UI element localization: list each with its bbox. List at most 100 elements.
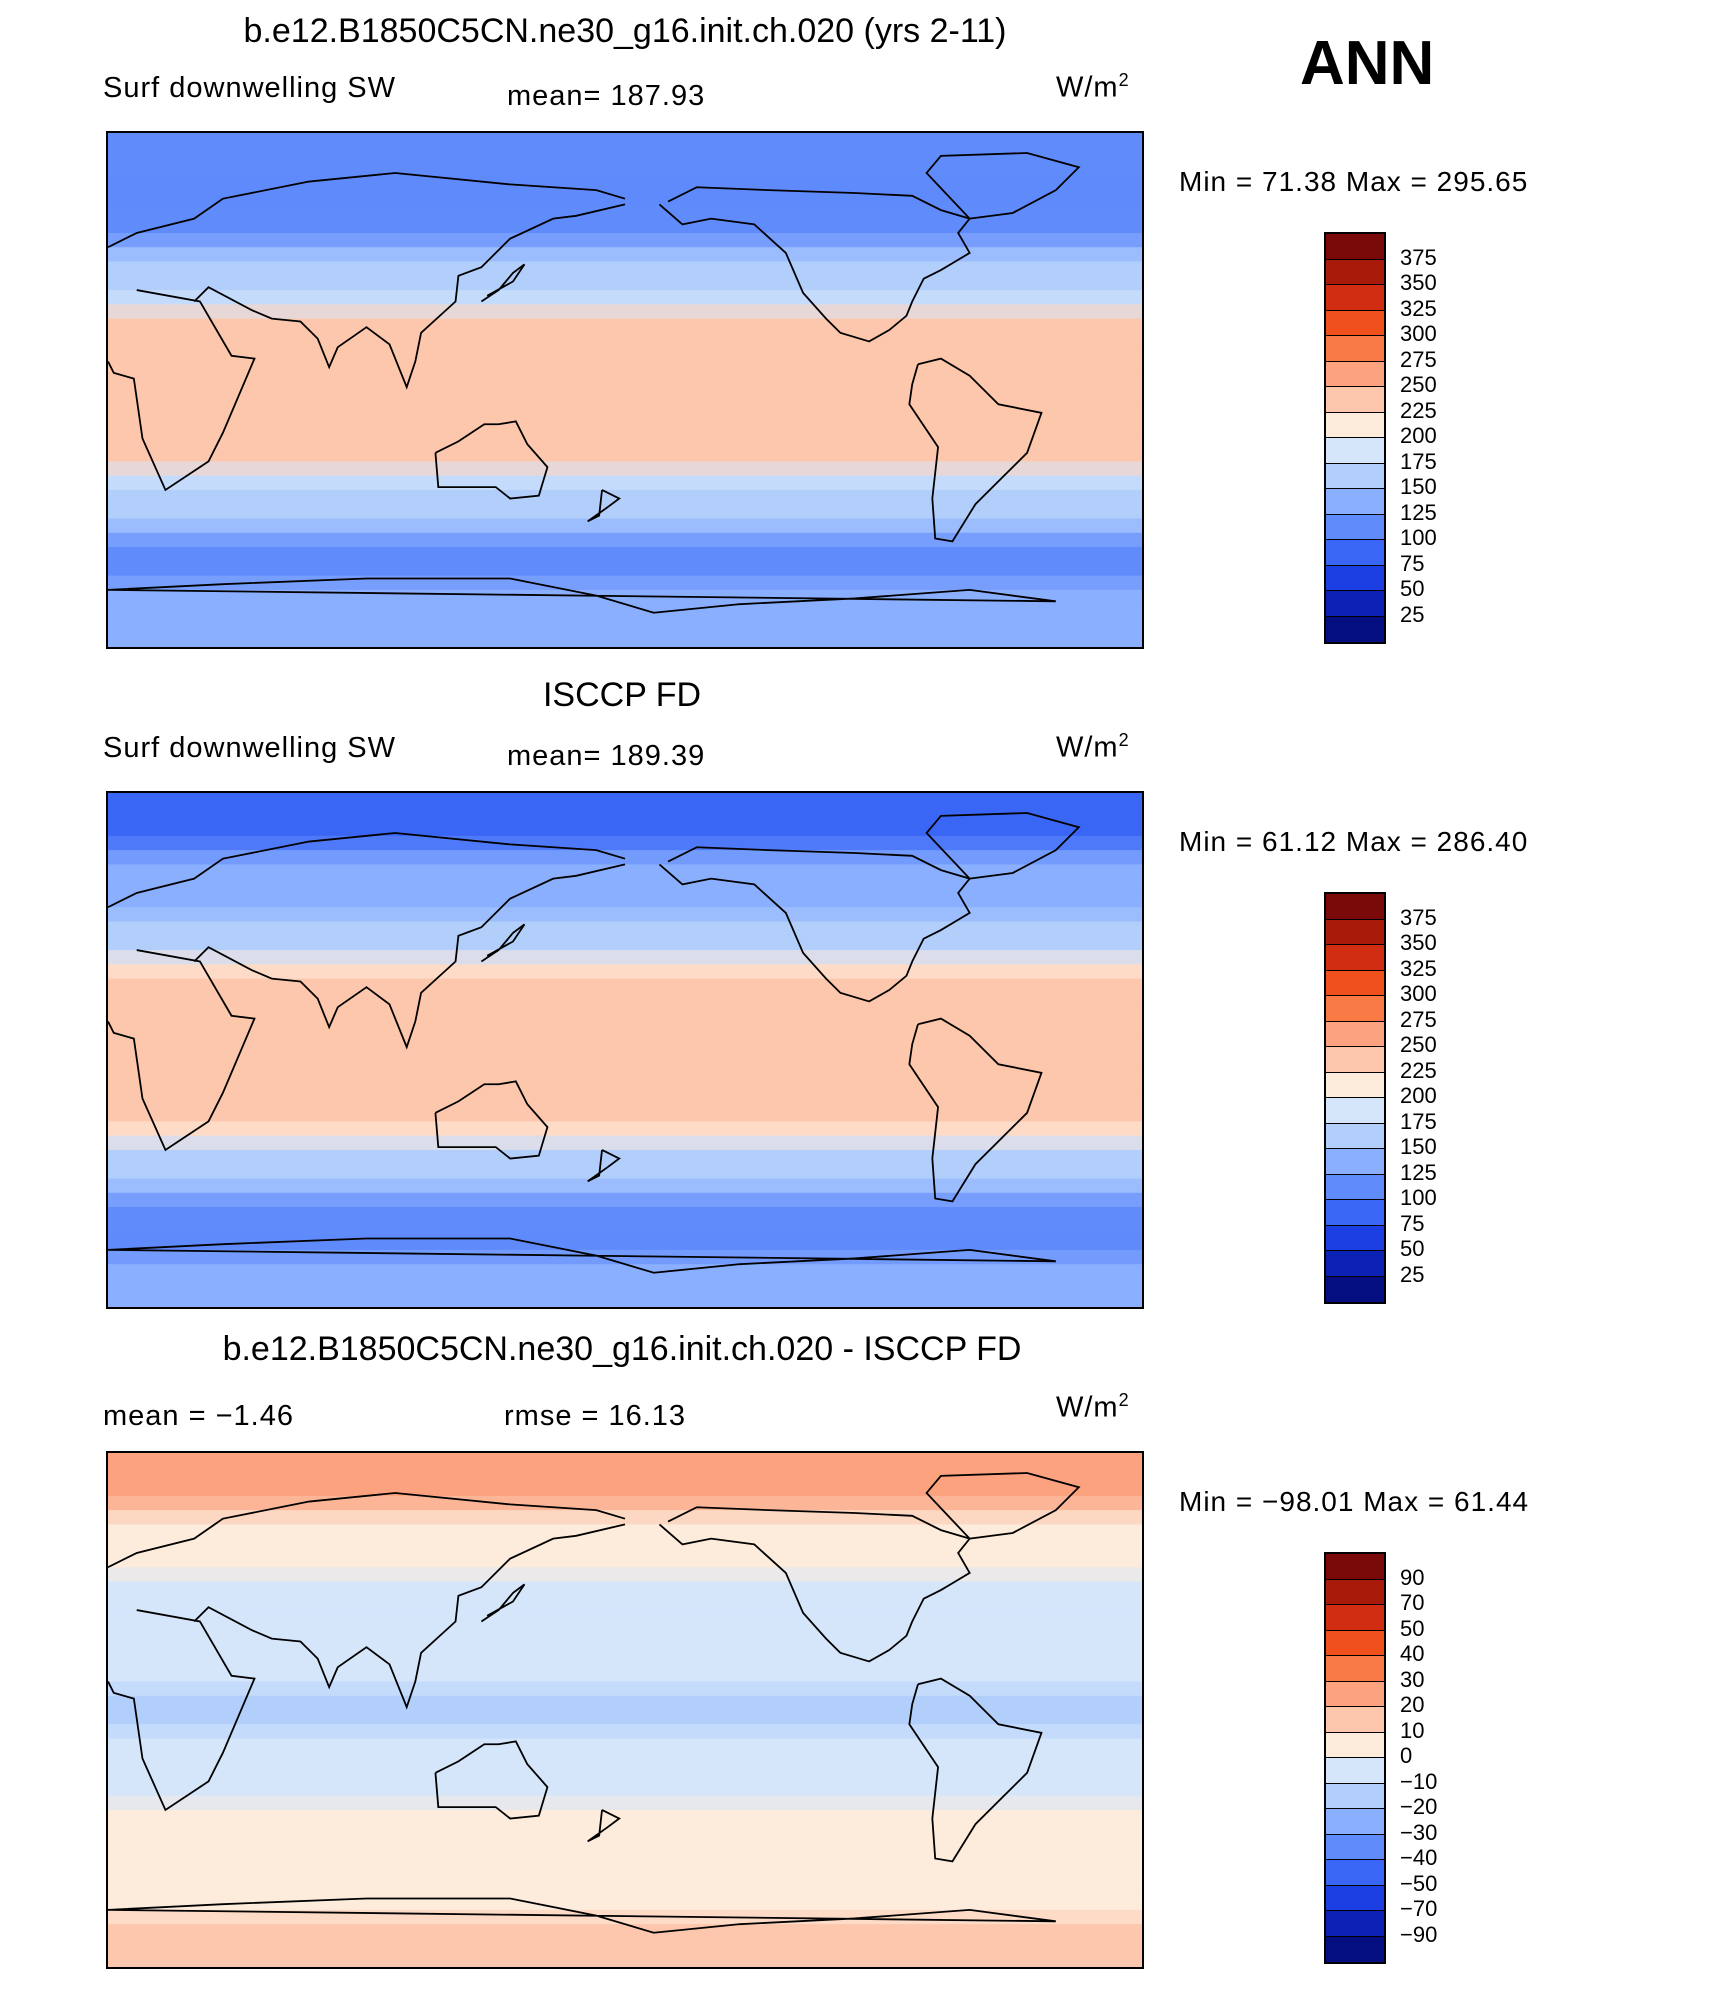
colorbar-tick-label: 300 [1400, 321, 1437, 346]
coastline [908, 1677, 1043, 1863]
coastline [193, 863, 626, 1050]
colorbar-swatch [1326, 1276, 1384, 1302]
panel-3-map-svg [108, 1453, 1142, 1967]
colorbar-swatch [1326, 1579, 1384, 1605]
panel-2-title: ISCCP FD [542, 676, 702, 714]
band-transition [108, 835, 1142, 865]
colorbar-swatch [1326, 514, 1384, 540]
coastline [925, 1472, 1081, 1540]
coastline [108, 289, 256, 492]
band-transition [108, 175, 1142, 205]
coastline [108, 1609, 256, 1812]
coastline [587, 1149, 621, 1183]
coastline [434, 1740, 549, 1820]
band-transition [108, 232, 1142, 262]
band-transition [108, 461, 1142, 490]
band-transition [108, 1667, 1142, 1696]
band-transition [108, 1495, 1142, 1525]
coastline [587, 1809, 621, 1843]
band-transition [108, 518, 1142, 548]
colorbar-tick-label: 25 [1400, 601, 1425, 627]
colorbar-tick-label: 175 [1400, 1108, 1437, 1134]
panel-3-units: W/m2 [1056, 1390, 1130, 1424]
colorbar-swatch [1326, 259, 1384, 285]
colorbar-tick-label: 250 [1400, 372, 1437, 397]
panel-2-variable: Surf downwelling SW [103, 732, 396, 764]
panel-3-colorbar [1324, 1552, 1386, 1964]
colorbar-swatch [1326, 234, 1384, 260]
colorbar-swatch [1326, 1021, 1384, 1047]
panel-3-mean: mean = −1.46 [103, 1400, 294, 1432]
colorbar-swatch [1326, 438, 1384, 464]
colorbar-swatch [1326, 1149, 1384, 1175]
colorbar-swatch [1326, 894, 1384, 920]
colorbar-tick-label: 200 [1400, 423, 1437, 448]
coastline [193, 203, 626, 390]
colorbar-tick-label: 175 [1400, 448, 1437, 474]
colorbar-swatch [1326, 361, 1384, 387]
colorbar-tick-label: 300 [1400, 981, 1437, 1006]
colorbar-swatch [1326, 1707, 1384, 1733]
colorbar-tick-label: 50 [1400, 576, 1425, 601]
coastline [480, 263, 526, 303]
colorbar-tick-label: −30 [1400, 1819, 1438, 1845]
colorbar-swatch [1326, 489, 1384, 515]
colorbar-swatch [1326, 310, 1384, 336]
band-transition [108, 1007, 1142, 1036]
colorbar-swatch [1326, 1732, 1384, 1758]
colorbar-swatch [1326, 616, 1384, 642]
panel-2-map-svg [108, 793, 1142, 1307]
band-transition [108, 1781, 1142, 1810]
coastline [480, 1583, 526, 1623]
colorbar-tick-label: 75 [1400, 1210, 1425, 1236]
coastline [434, 1080, 549, 1160]
coastline [908, 1017, 1043, 1203]
coastline [434, 420, 549, 500]
colorbar-swatch [1326, 1809, 1384, 1835]
band-transition [108, 1838, 1142, 1868]
colorbar-tick-label: −90 [1400, 1921, 1438, 1947]
panel-1-title: b.e12.B1850C5CN.ne30_g16.init.ch.020 (yr… [243, 12, 1007, 50]
band-transition [108, 892, 1142, 922]
colorbar-swatch [1326, 945, 1384, 971]
colorbar-tick-label: 225 [1400, 1057, 1437, 1083]
colorbar-swatch [1326, 1783, 1384, 1809]
coastline [658, 186, 972, 343]
band-transition [108, 347, 1142, 376]
band-transition [108, 1724, 1142, 1753]
colorbar-tick-label: −10 [1400, 1768, 1438, 1794]
coastline [108, 172, 626, 249]
colorbar-tick-label: 125 [1400, 1159, 1437, 1185]
colorbar-swatch [1326, 285, 1384, 311]
colorbar-swatch [1326, 1554, 1384, 1580]
colorbar-tick-label: 375 [1400, 904, 1437, 930]
colorbar-tick-label: 250 [1400, 1032, 1437, 1057]
colorbar-tick-label: 25 [1400, 1261, 1425, 1287]
band-transition [108, 404, 1142, 433]
panel-1-minmax: Min = 71.38 Max = 295.65 [1179, 166, 1529, 197]
panel-3-title: b.e12.B1850C5CN.ne30_g16.init.ch.020 - I… [222, 1330, 1022, 1368]
colorbar-swatch [1326, 1758, 1384, 1784]
colorbar-swatch [1326, 1885, 1384, 1911]
colorbar-swatch [1326, 1174, 1384, 1200]
colorbar-swatch [1326, 1911, 1384, 1937]
band-transition [108, 1121, 1142, 1150]
colorbar-tick-label: 70 [1400, 1590, 1425, 1615]
colorbar-tick-label: 350 [1400, 270, 1437, 295]
coastline [587, 489, 621, 523]
panel-2-mean: mean= 189.39 [507, 740, 706, 772]
colorbar-swatch [1326, 1072, 1384, 1098]
colorbar-tick-label: 325 [1400, 955, 1437, 981]
coastline [925, 812, 1081, 880]
colorbar-swatch [1326, 1656, 1384, 1682]
colorbar-tick-label: 50 [1400, 1615, 1425, 1641]
coastline [108, 949, 256, 1152]
colorbar-swatch [1326, 387, 1384, 413]
band-transition [108, 1178, 1142, 1208]
colorbar-tick-label: 275 [1400, 346, 1437, 372]
band-transition [108, 290, 1142, 319]
colorbar-tick-label: 90 [1400, 1564, 1425, 1590]
colorbar-swatch [1326, 996, 1384, 1022]
colorbar-swatch [1326, 336, 1384, 362]
colorbar-tick-label: 150 [1400, 474, 1437, 499]
